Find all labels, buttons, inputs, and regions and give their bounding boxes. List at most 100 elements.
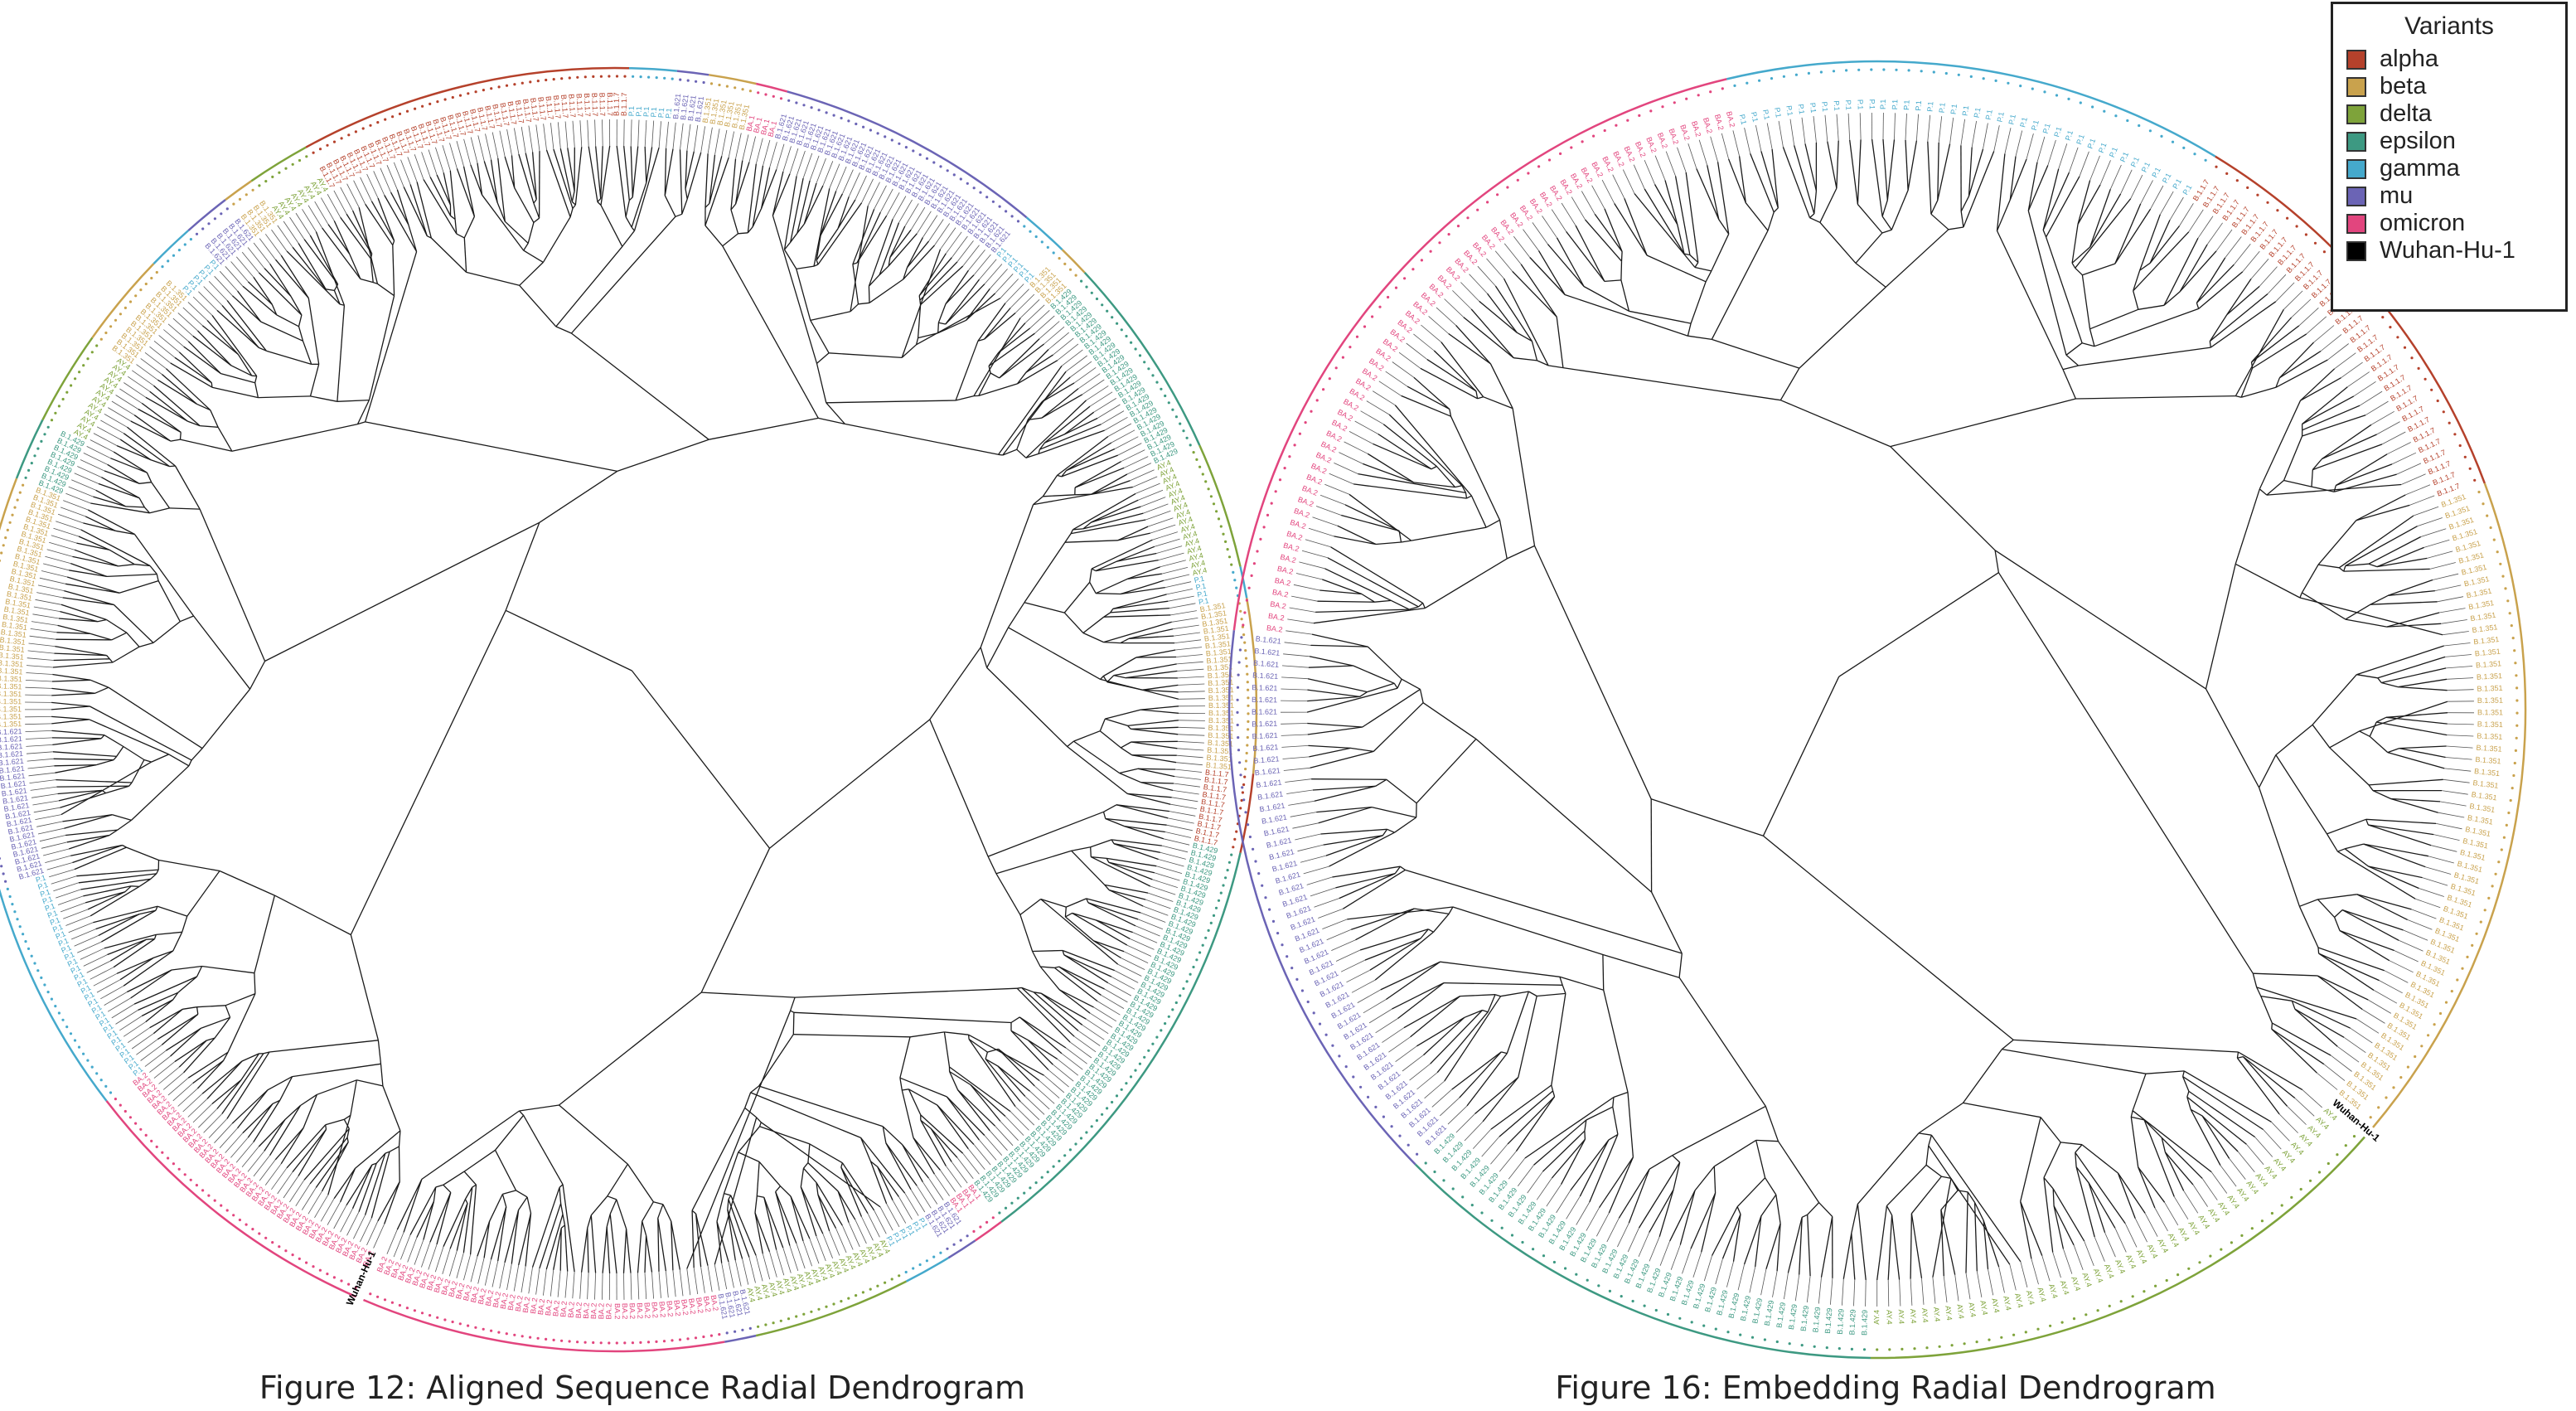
branch-link — [1110, 609, 1114, 613]
leaf-marker — [1227, 861, 1231, 864]
branch-link — [1886, 1164, 1927, 1207]
leaf-tick — [782, 146, 792, 172]
branch-link — [553, 148, 574, 209]
legend-swatch — [2346, 240, 2366, 261]
branch-link — [64, 589, 114, 606]
branch-link — [139, 909, 157, 915]
leaf-tick — [144, 1050, 167, 1067]
leaf-label-delta: AY.4 — [782, 1277, 794, 1293]
leaf-tick — [2206, 222, 2223, 245]
branch-link — [1367, 646, 1402, 680]
branch-link — [72, 555, 119, 567]
branch-link — [433, 1186, 437, 1202]
leaf-marker — [1192, 451, 1195, 454]
leaf-marker — [1111, 316, 1114, 319]
leaf-tick — [1303, 866, 1329, 875]
branch-link — [436, 174, 452, 206]
branch-link — [2299, 597, 2443, 636]
branch-link — [1443, 982, 1563, 986]
branch-link — [752, 208, 763, 227]
branch-link — [169, 507, 201, 510]
leaf-tick — [1406, 342, 1428, 360]
leaf-tick — [1177, 668, 1204, 672]
branch-link — [1397, 678, 1402, 689]
leaf-marker — [1398, 1134, 1402, 1137]
leaf-tick — [1169, 811, 1196, 817]
leaf-tick — [521, 1266, 526, 1293]
branch-link — [856, 211, 881, 264]
leaf-tick — [1481, 1136, 1500, 1157]
leaf-tick — [2414, 898, 2441, 909]
leaf-marker — [1063, 1154, 1067, 1157]
branch-link — [161, 1013, 199, 1045]
leaf-marker — [1236, 686, 1240, 689]
leaf-marker — [709, 1334, 714, 1337]
branch-link — [1561, 1138, 1586, 1185]
leaf-tick — [208, 1118, 228, 1138]
branch-link — [1342, 869, 1406, 909]
leaf-marker — [1746, 81, 1749, 85]
branch-link — [627, 1163, 654, 1203]
leaf-tick — [1285, 778, 1312, 783]
leaf-tick — [1398, 352, 1421, 369]
leaf-marker — [361, 127, 365, 130]
leaf-tick — [1830, 1278, 1833, 1305]
leaf-tick — [1111, 976, 1135, 990]
leaf-tick — [182, 307, 203, 326]
leaf-tick — [485, 133, 491, 160]
leaf-label-gamma: P.1 — [627, 106, 636, 117]
leaf-marker — [695, 80, 698, 83]
branch-link — [1712, 1206, 1738, 1256]
leaf-marker — [1164, 1022, 1167, 1026]
leaf-tick — [1061, 1053, 1083, 1070]
branch-link — [885, 1142, 918, 1186]
leaf-marker — [972, 187, 976, 190]
leaf-marker — [1242, 783, 1246, 787]
leaf-marker — [757, 91, 760, 95]
leaf-tick — [1143, 503, 1169, 514]
leaf-tick — [1174, 639, 1202, 643]
branch-link — [463, 1171, 477, 1186]
leaf-tick — [658, 121, 661, 148]
leaf-label-beta: B.1.351 — [0, 658, 23, 668]
leaf-tick — [241, 251, 259, 274]
branch-link — [957, 1089, 995, 1127]
leaf-marker — [150, 276, 153, 280]
branch-link — [271, 304, 278, 316]
branch-link — [879, 265, 889, 276]
leaf-tick — [71, 479, 96, 491]
leaf-marker — [2458, 444, 2462, 448]
leaf-marker — [2473, 478, 2477, 482]
branch-link — [157, 905, 188, 917]
leaf-tick — [1000, 1121, 1019, 1141]
leaf-label-delta: AY.4 — [2135, 1249, 2149, 1265]
leaf-marker — [46, 425, 50, 429]
leaf-marker — [1938, 1345, 1941, 1348]
leaf-marker — [1324, 1033, 1328, 1036]
leaf-tick — [2233, 243, 2251, 265]
branch-link — [837, 196, 850, 229]
branch-link — [2190, 1108, 2221, 1166]
branch-link — [1382, 424, 1437, 468]
leaf-tick — [30, 786, 57, 791]
leaf-marker — [1673, 101, 1676, 104]
branch-link — [1127, 720, 1179, 727]
branch-link — [87, 509, 135, 536]
branch-link — [802, 1162, 809, 1169]
leaf-tick — [1121, 449, 1145, 463]
branch-link — [2279, 350, 2322, 379]
leaf-marker — [2511, 637, 2515, 640]
branch-link — [1881, 216, 1892, 230]
leaf-tick — [2391, 452, 2417, 465]
branch-link — [1422, 702, 1477, 739]
leaf-marker — [686, 1337, 690, 1341]
branch-link — [1416, 738, 1477, 804]
branch-link — [1556, 317, 1564, 368]
branch-link — [987, 811, 1104, 857]
branch-link — [2271, 1028, 2317, 1074]
branch-link — [1548, 365, 1563, 369]
leaf-marker — [1004, 1206, 1008, 1210]
leaf-marker — [1237, 661, 1241, 664]
leaf-marker — [876, 1284, 879, 1287]
leaf-marker — [6, 887, 9, 890]
